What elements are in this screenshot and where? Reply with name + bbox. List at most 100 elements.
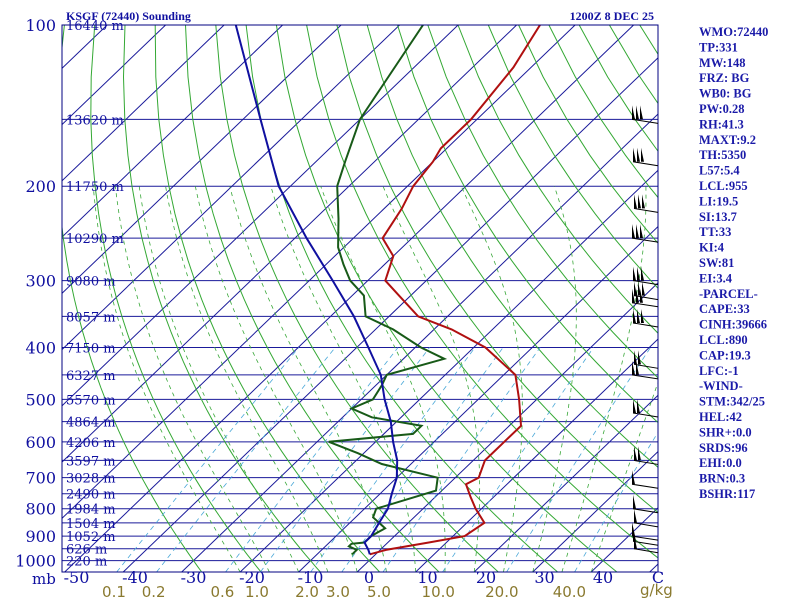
dry-adiabat-line [366, 25, 658, 468]
moist-adiabat-line [92, 186, 241, 572]
wind-barb-flag [641, 308, 644, 323]
isotherm-line [473, 394, 658, 572]
wind-barb-staff [633, 459, 659, 465]
mixing-ratio-line [116, 347, 300, 572]
pressure-tick-label: 1000 [15, 552, 56, 571]
wind-barb-flag [640, 288, 643, 303]
mixing-ratio-tick-label: 0.2 [142, 583, 166, 600]
height-label: 7150 m [66, 341, 116, 356]
wind-barb-staff [633, 522, 659, 528]
moist-adiabat-line [165, 186, 329, 572]
index-line: TT:33 [699, 225, 731, 239]
index-line: TP:331 [699, 40, 738, 54]
background-lines [62, 25, 800, 572]
wind-barb-flag [632, 288, 635, 303]
mixing-ratio-unit: g/kg [640, 581, 673, 599]
moist-adiabat-line [138, 186, 300, 572]
mixing-ratio-line [442, 347, 594, 572]
height-label: 2490 m [66, 488, 116, 503]
height-label: 1984 m [66, 503, 116, 518]
wind-barb-flag [633, 398, 636, 413]
index-line: STM:342/25 [699, 395, 765, 409]
isotherm-line [62, 25, 283, 238]
temperature-tick-label: 30 [534, 568, 554, 587]
temperature-tick-label: -30 [181, 568, 207, 587]
index-line: RH:41.3 [699, 117, 744, 131]
temperature-tick-label: 0 [364, 568, 374, 587]
wind-barb-flag [633, 308, 636, 323]
isotherm-line [239, 169, 658, 572]
wind-barb-flag [641, 147, 644, 162]
isotherm-line [532, 450, 658, 572]
height-label: 1052 m [66, 530, 116, 545]
isotherm-line [415, 338, 658, 572]
temperature-tick-label: -50 [64, 568, 90, 587]
wind-barb-flag [634, 446, 637, 461]
wind-barb-flag [638, 194, 641, 209]
moist-adiabat-line [320, 186, 446, 572]
index-line: MAXT:9.2 [699, 133, 756, 147]
wind-barb-flag [632, 470, 635, 485]
wind-barb-staff [633, 295, 659, 301]
plot-frame [61, 24, 659, 573]
dry-adiabat-line [62, 25, 203, 572]
index-line: EHI:0.0 [699, 456, 742, 470]
index-line: LI:19.5 [699, 194, 738, 208]
wind-barb-flag [641, 266, 644, 281]
wind-barb-flag [632, 360, 635, 375]
wind-barb-staff [632, 322, 659, 328]
wind-barb-flag [633, 147, 636, 162]
pressure-tick-label: 400 [25, 338, 56, 357]
index-line: -PARCEL- [699, 287, 758, 301]
temperature-tick-label: C [652, 568, 664, 587]
index-line: MW:148 [699, 56, 746, 70]
sounding-profiles [234, 25, 541, 556]
isotherm-line [181, 113, 658, 572]
index-line: KI:4 [699, 241, 725, 255]
height-label: 6327 m [66, 369, 116, 384]
wind-barb-staff [632, 280, 659, 286]
mixing-ratio-line [310, 347, 476, 572]
wind-barb-flag [633, 527, 636, 542]
height-label: 16440 m [66, 19, 124, 34]
wind-barb-flag [636, 105, 639, 120]
moist-adiabat-line [532, 186, 577, 572]
temperature-tick-label: 10 [417, 568, 437, 587]
dry-adiabat-line [457, 25, 658, 334]
wind-barb-flag [637, 266, 640, 281]
valid-time: 1200Z 8 DEC 25 [570, 9, 654, 23]
wind-barb-flag [632, 522, 635, 537]
wind-barb-staff [633, 207, 659, 213]
dry-adiabat-line [397, 25, 658, 424]
wind-barb-staff [631, 302, 659, 308]
wind-barb-staff [632, 161, 659, 167]
wind-barb-flag [640, 105, 643, 120]
index-line: PW:0.28 [699, 102, 744, 116]
wind-barb-flag [633, 266, 636, 281]
wind-barb-flag [640, 224, 643, 239]
index-line: BRN:0.3 [699, 472, 745, 486]
dry-adiabat-line [761, 25, 800, 572]
index-line: CINH:39666 [699, 318, 767, 332]
index-line: -WIND- [699, 379, 743, 393]
mixing-ratio-tick-label: 1.0 [245, 583, 269, 600]
height-label: 13620 m [66, 113, 124, 128]
isotherm-line [122, 57, 658, 572]
moist-adiabat-line [270, 186, 417, 572]
parcel-path [234, 25, 399, 555]
height-label: 9080 m [66, 275, 116, 290]
index-line: SW:81 [699, 256, 734, 270]
index-line: CAPE:33 [699, 302, 750, 316]
isotherm-line [62, 25, 342, 295]
dry-adiabat-line [90, 25, 262, 572]
pressure-unit: mb [32, 570, 56, 588]
height-label: 3028 m [66, 472, 116, 487]
mixing-ratio-line [225, 347, 399, 572]
pressure-tick-label: 700 [25, 469, 56, 488]
wind-barb-flag [637, 147, 640, 162]
wind-barb-staff [632, 540, 659, 546]
height-label: 10290 m [66, 232, 124, 247]
moist-adiabat-line [590, 381, 658, 572]
index-line: LCL:890 [699, 333, 748, 347]
